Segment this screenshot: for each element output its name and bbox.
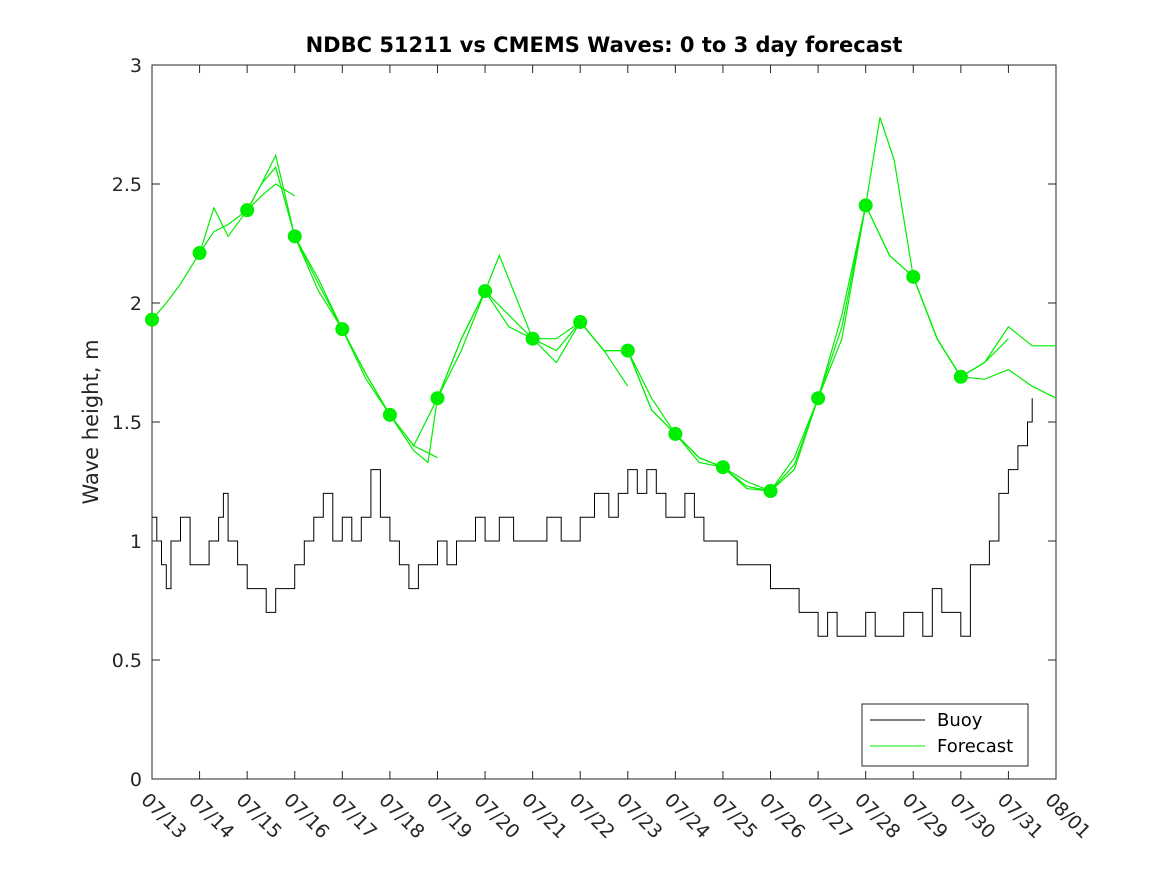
series-line-forecast-run [960,325,1056,378]
y-tick-label: 2 [130,293,142,315]
legend-label-forecast: Forecast [937,736,1013,757]
forecast-marker [620,343,635,358]
x-tick-label: 07/28 [850,789,904,843]
x-tick-label: 07/22 [565,789,619,843]
x-tick-label: 07/27 [803,789,857,843]
x-tick-label: 07/24 [660,789,714,843]
forecast-marker [382,407,397,422]
forecast-marker [478,284,493,299]
forecast-marker [573,315,588,330]
y-axis-label: Wave height, m [79,339,103,504]
y-tick-label: 0 [130,769,142,791]
x-tick-label: 07/20 [470,789,524,843]
y-tick-label: 0.5 [112,650,142,672]
series-line-forecast-run [627,350,771,492]
y-tick-label: 2.5 [112,174,142,196]
forecast-marker [858,198,873,213]
y-tick-label: 1 [130,531,142,553]
x-tick-label: 07/18 [374,789,428,843]
forecast-marker [715,460,730,475]
legend: Buoy Forecast [861,703,1029,767]
x-tick-label: 07/31 [993,789,1047,843]
x-tick-label: 07/14 [184,789,238,843]
y-tick-label: 3 [130,55,142,77]
series-line-forecast-run [674,398,819,492]
forecast-marker [287,229,302,244]
x-tick-label: 07/30 [945,789,999,843]
series-line-forecast-run [151,183,296,321]
legend-label-buoy: Buoy [937,710,983,731]
forecast-marker [668,426,683,441]
plot-frame [151,64,1057,780]
forecast-marker [430,391,445,406]
forecast-marker [811,391,826,406]
x-tick-label: 07/15 [232,789,286,843]
x-tick-label: 07/21 [517,789,571,843]
forecast-marker [953,369,968,384]
series-line-forecast-run [770,117,914,492]
y-tick-label: 1.5 [112,412,142,434]
series-line-forecast-run [389,253,534,447]
forecast-marker [192,246,207,261]
forecast-marker [525,331,540,346]
series-line-forecast-run [436,290,581,399]
forecast-marker [335,322,350,337]
series-line-forecast-run [722,205,867,492]
series-line-buoy [152,398,1033,637]
x-tick-label: 07/16 [279,789,333,843]
forecast-marker [906,269,921,284]
series-line-forecast-run [912,276,1057,399]
x-tick-label: 07/26 [755,789,809,843]
series-layer [145,117,1057,637]
forecast-marker [240,203,255,218]
plot-area [151,64,1057,780]
x-tick-label: 07/23 [612,789,666,843]
x-tick-label: 07/19 [422,789,476,843]
forecast-marker [763,484,778,499]
x-tick-label: 07/17 [327,789,381,843]
x-tick-label: 08/01 [1040,789,1094,843]
x-tick-label: 07/25 [707,789,761,843]
legend-box [861,703,1029,767]
forecast-marker [145,312,159,327]
x-tick-label: 07/29 [898,789,952,843]
x-tick-label: 07/13 [136,789,190,843]
chart-title: NDBC 51211 vs CMEMS Waves: 0 to 3 day fo… [306,33,903,57]
